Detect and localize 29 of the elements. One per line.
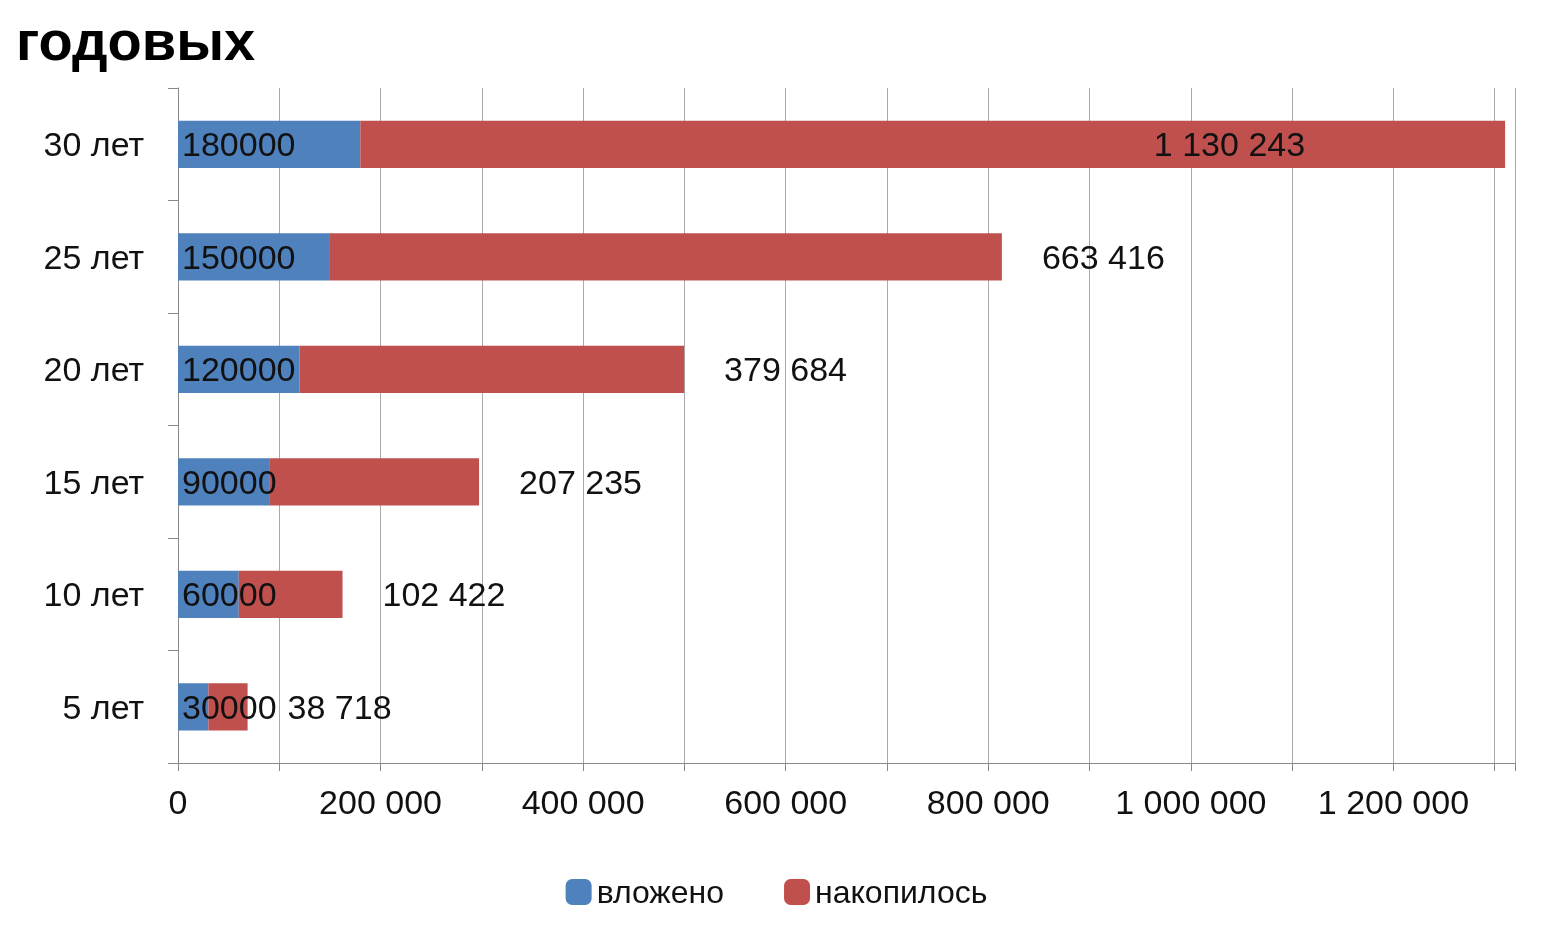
x-tick-label: 800 000 — [926, 783, 1050, 821]
y-tick-label: 15 лет — [43, 462, 144, 501]
text: годовых — [16, 8, 256, 72]
x-tick-label: 1 200 000 — [1317, 783, 1470, 821]
y-tick-label: 30 лет — [43, 125, 144, 164]
bar — [360, 120, 1506, 168]
x-tick-label: 200 000 — [319, 783, 443, 821]
x-tick-label: 0 — [168, 783, 188, 821]
data-label: 1 130 243 — [1153, 125, 1306, 164]
x-tick-label: 600 000 — [724, 783, 848, 821]
x-tick-label: 1 000 000 — [1115, 783, 1267, 821]
data-label: 120000 — [182, 350, 296, 389]
x-tick-label: 400 000 — [521, 783, 645, 821]
data-label: 102 422 — [382, 575, 506, 614]
data-label: 207 235 — [519, 462, 642, 501]
y-tick-label: 5 лет — [62, 687, 144, 726]
legend-label: вложено — [596, 874, 725, 910]
data-label: 180000 — [182, 125, 296, 164]
y-tick-label: 10 лет — [43, 575, 144, 614]
y-tick-label: 20 лет — [43, 350, 144, 389]
y-tick-label: 25 лет — [43, 237, 144, 276]
data-label: 30000 — [182, 687, 277, 726]
data-label: 663 416 — [1041, 237, 1165, 276]
data-label: 379 684 — [724, 350, 848, 389]
data-label: 150000 — [182, 237, 296, 276]
bar — [329, 233, 1002, 281]
legend-label: накопилось — [815, 874, 988, 910]
bar — [299, 345, 685, 393]
data-label: 38 718 — [287, 687, 392, 726]
